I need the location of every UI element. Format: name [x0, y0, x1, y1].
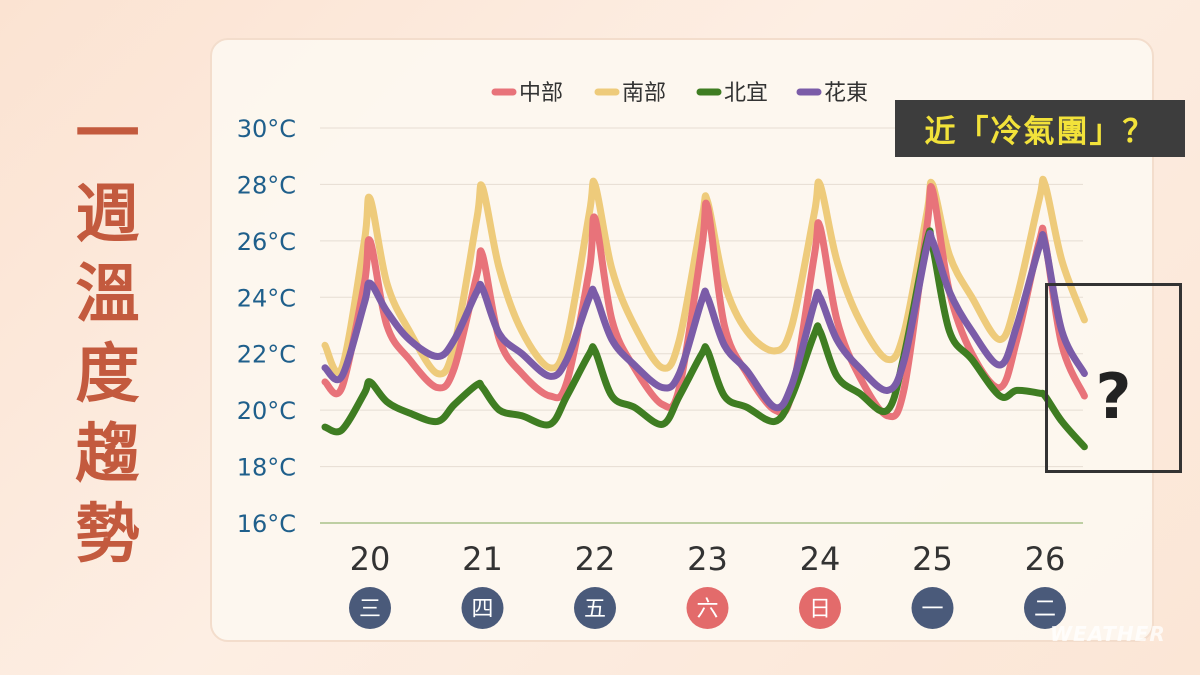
y-tick-label: 16°C [237, 510, 296, 538]
legend-label: 北宜 [724, 81, 768, 106]
y-tick-label: 18°C [237, 454, 296, 482]
page-title: 一 週 溫 度 趨 勢 [60, 95, 155, 575]
unknown-forecast-box: ? [1045, 283, 1182, 473]
weekday-label: 一 [921, 597, 943, 622]
weekday-badge [1024, 587, 1066, 629]
weekday-badge [461, 587, 504, 629]
y-tick-label: 28°C [237, 171, 296, 199]
series-line-3 [321, 227, 1088, 451]
weekday-label: 四 [471, 597, 493, 622]
legend-label: 花東 [824, 81, 868, 106]
y-tick-label: 26°C [237, 228, 296, 256]
title-char: 勢 [75, 498, 140, 572]
title-char: 一 [75, 98, 140, 172]
title-char: 週 [75, 178, 140, 252]
weekday-badge [799, 587, 841, 629]
weekday-label: 二 [1034, 597, 1056, 622]
legend-label: 中部 [519, 81, 563, 106]
x-tick-label: 26 [1025, 540, 1066, 578]
y-tick-label: 24°C [237, 284, 296, 312]
title-char: 度 [75, 338, 140, 412]
y-tick-label: 30°C [237, 115, 296, 143]
title-char: 溫 [75, 258, 140, 332]
series-line-4 [321, 229, 1088, 412]
x-tick-label: 23 [687, 540, 728, 578]
y-tick-label: 20°C [237, 397, 296, 425]
cold-air-callout: 近「冷氣團」？ [895, 100, 1185, 157]
question-mark: ? [1095, 360, 1132, 433]
weekday-badge [349, 587, 391, 629]
weekday-label: 三 [359, 597, 381, 622]
title-char: 趨 [75, 418, 140, 492]
x-tick-label: 21 [462, 540, 503, 578]
x-tick-label: 24 [800, 540, 841, 578]
weekday-label: 六 [696, 597, 718, 622]
weekday-label: 五 [584, 597, 606, 622]
y-tick-label: 22°C [237, 341, 296, 369]
legend-label: 南部 [622, 81, 666, 106]
weekday-label: 日 [809, 597, 831, 622]
weekday-badge [911, 587, 954, 629]
x-tick-label: 25 [912, 540, 953, 578]
x-tick-label: 20 [350, 540, 391, 578]
weekday-badge [686, 587, 729, 629]
weekday-badge [574, 587, 616, 629]
watermark-logo: WEATHER [1050, 622, 1166, 646]
x-tick-label: 22 [575, 540, 616, 578]
